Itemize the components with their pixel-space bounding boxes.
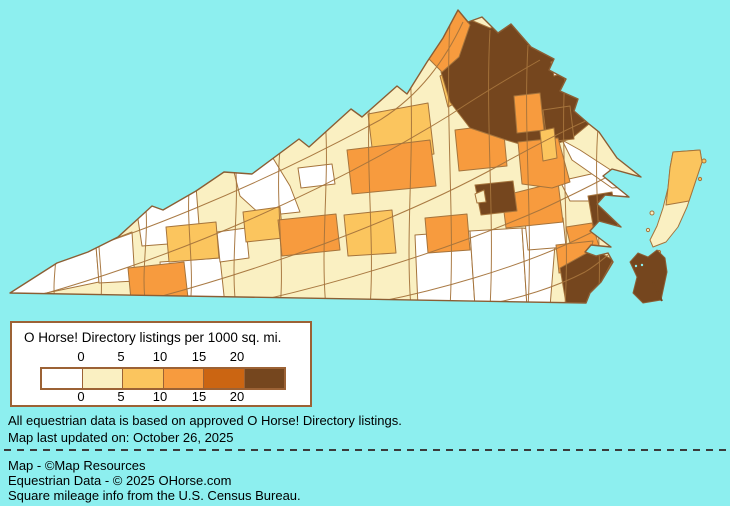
county-region (39, 59, 541, 296)
county-region (216, 227, 250, 263)
ramp-swatch-1 (82, 369, 123, 388)
county-region (233, 159, 237, 303)
dashed-separator (4, 449, 727, 451)
county-region (229, 177, 606, 303)
credit-map-resources: Map - ©Map Resources (8, 458, 146, 473)
county-region (629, 249, 668, 304)
tick-label: 20 (229, 389, 245, 404)
ramp-swatch-3 (163, 369, 204, 388)
bay-bridge-tunnel-line (652, 281, 663, 302)
county-region (408, 69, 412, 303)
county-region (640, 263, 644, 267)
note-data-source: All equestrian data is based on approved… (8, 413, 402, 428)
tick-label: 0 (77, 389, 85, 404)
county-region (424, 213, 471, 254)
mainland (10, 10, 641, 303)
county-region (513, 92, 545, 134)
note-last-updated: Map last updated on: October 26, 2025 (8, 430, 234, 445)
county-region (119, 119, 589, 303)
tick-label: 10 (152, 349, 168, 364)
tick-label: 15 (191, 389, 207, 404)
map-area (9, 9, 707, 304)
county-region (165, 221, 220, 263)
tick-label: 5 (117, 349, 125, 364)
tick-label: 0 (77, 349, 85, 364)
county-region (469, 227, 528, 303)
county-region (665, 149, 703, 206)
county-region (526, 44, 530, 303)
eastern-shore (645, 149, 707, 255)
county-region (278, 149, 282, 303)
legend-box: O Horse! Directory listings per 1000 sq.… (10, 321, 312, 407)
county-region (701, 158, 707, 164)
legend-title: O Horse! Directory listings per 1000 sq.… (24, 330, 282, 345)
county-region (368, 94, 372, 303)
county-region (297, 163, 336, 189)
county-region (645, 227, 651, 233)
tick-label: 15 (191, 349, 207, 364)
county-region (539, 127, 558, 162)
tick-label: 10 (152, 389, 168, 404)
legend-ticks-bottom: 0 5 10 15 20 (12, 389, 310, 404)
county-region (469, 254, 609, 303)
county-border-grid (10, 19, 609, 303)
county-region (474, 189, 487, 204)
tick-label: 20 (229, 349, 245, 364)
state-outline (9, 9, 642, 304)
ramp-swatch-0 (42, 369, 83, 388)
county-region (346, 139, 437, 195)
virginia-choropleth-map (9, 9, 707, 304)
county-region (563, 74, 567, 303)
ramp-swatch-2 (123, 369, 164, 388)
county-region (323, 117, 327, 303)
county-region (242, 206, 284, 243)
county-region (343, 209, 397, 257)
legend-ticks-top: 0 5 10 15 20 (12, 349, 310, 364)
county-region (634, 264, 638, 268)
county-region (474, 180, 518, 216)
credit-census: Square mileage info from the U.S. Census… (8, 488, 301, 503)
tick-label: 5 (117, 389, 125, 404)
county-region (649, 210, 655, 216)
county-region (561, 139, 641, 189)
county-region (697, 176, 703, 182)
virginia-beach-region (629, 249, 668, 304)
county-region (127, 261, 189, 301)
county-region (448, 19, 452, 303)
color-ramp (40, 367, 286, 390)
ramp-swatch-5 (244, 369, 284, 388)
ramp-swatch-4 (204, 369, 245, 388)
credit-equestrian-data: Equestrian Data - © 2025 OHorse.com (8, 473, 232, 488)
